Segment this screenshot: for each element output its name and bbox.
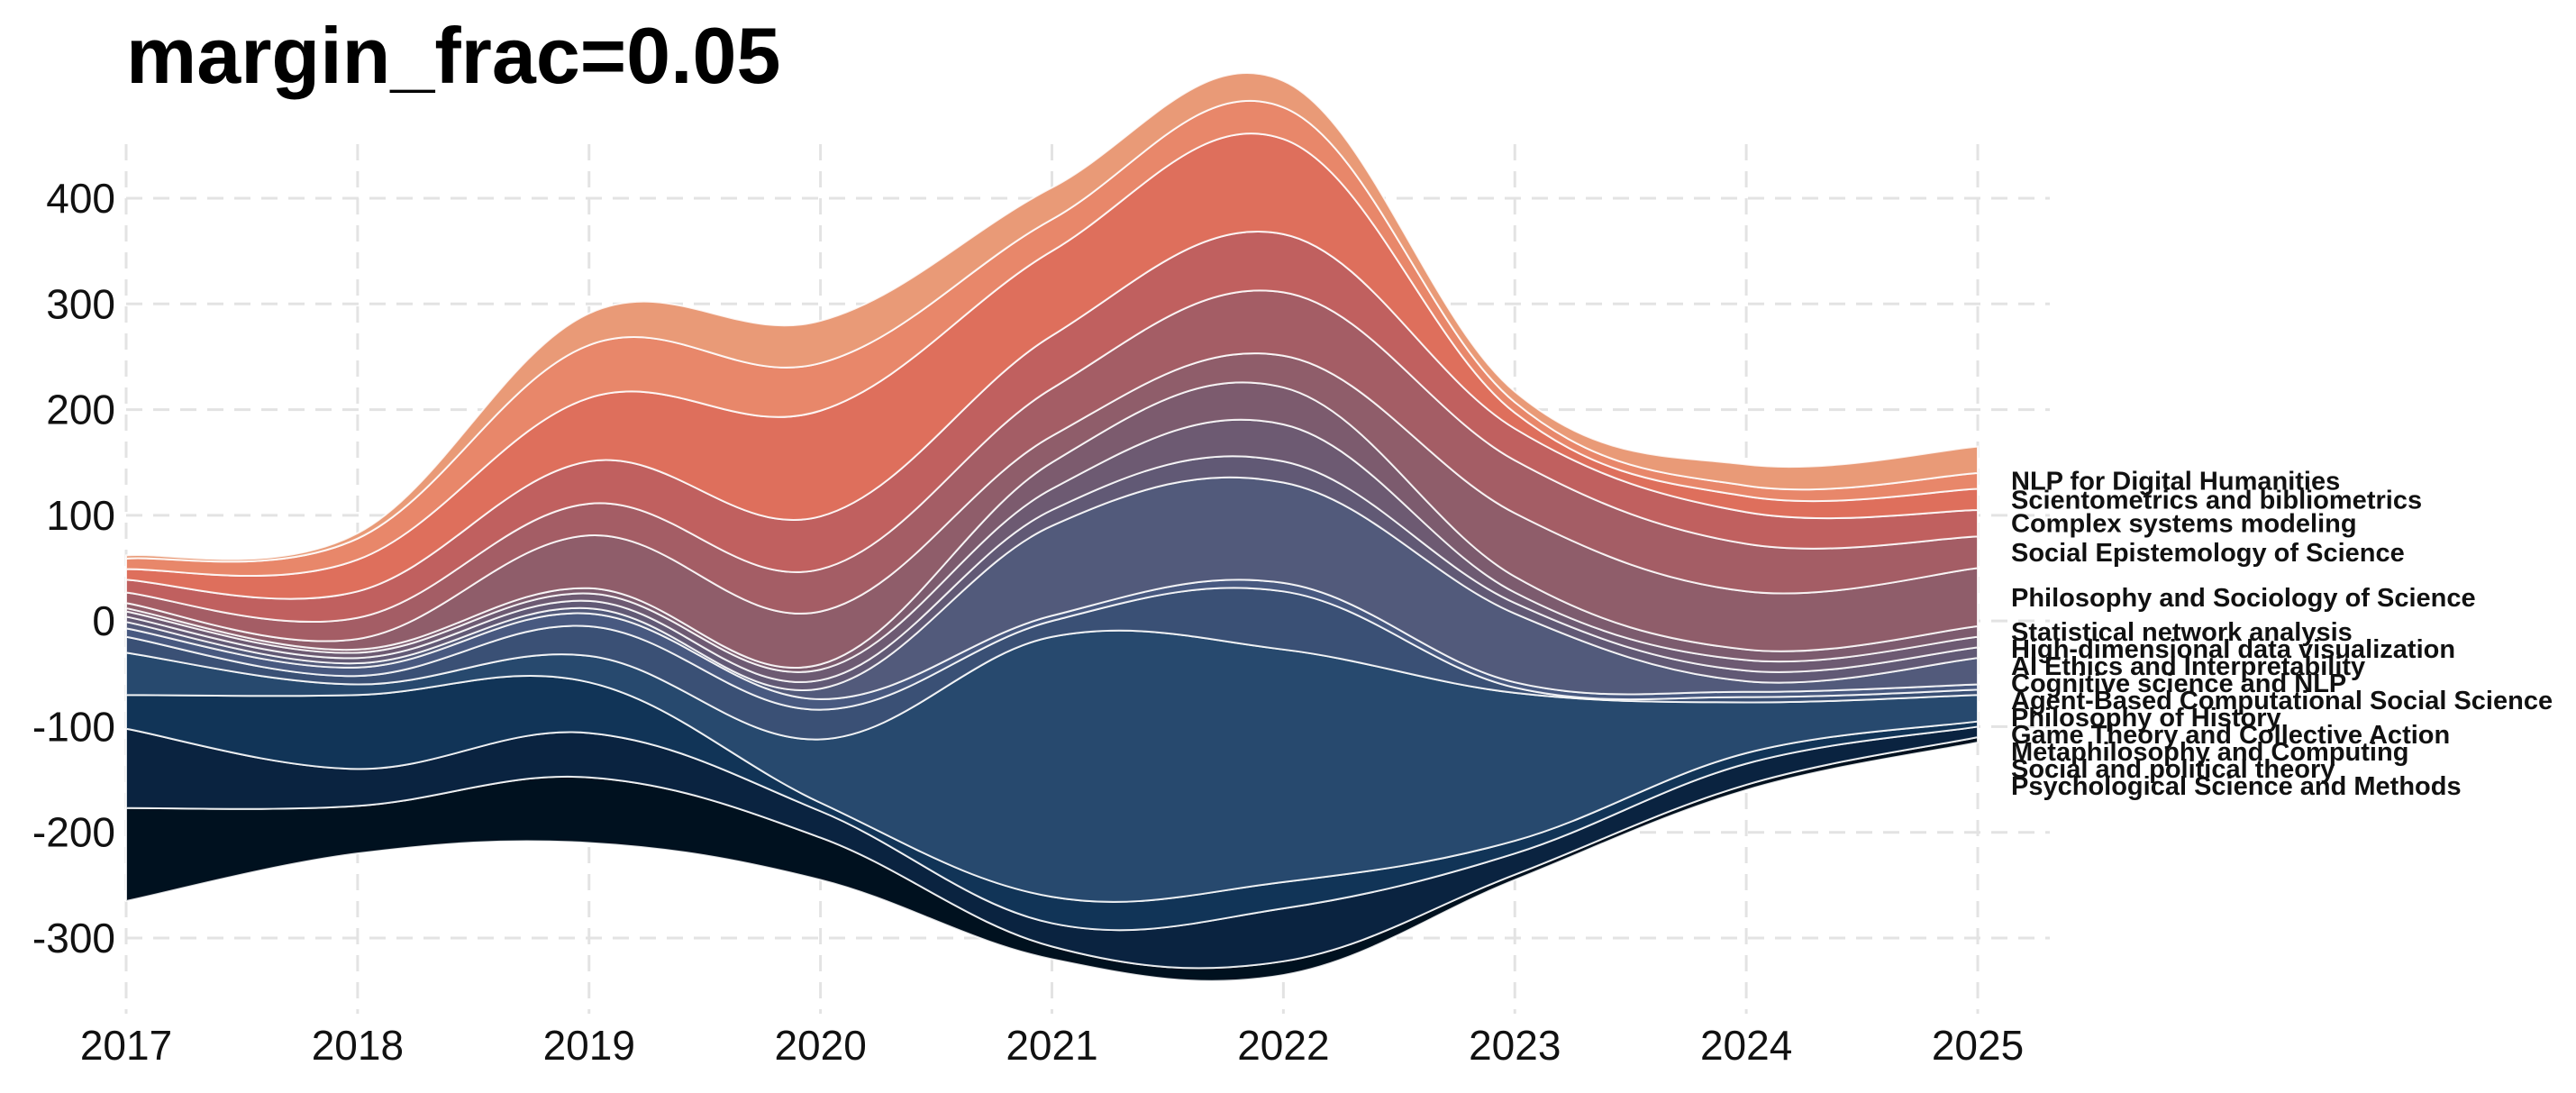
y-tick-label-5: -100: [32, 703, 115, 750]
series-label-4: Philosophy of History: [2011, 704, 2281, 733]
series-label-7: AI Ethics and Interpretability: [2011, 652, 2365, 681]
chart-title: margin_frac=0.05: [126, 11, 780, 100]
x-tick-label-3: 2020: [774, 1022, 866, 1069]
y-tick-label-7: -300: [32, 915, 115, 961]
series-label-3: Game Theory and Collective Action: [2011, 721, 2450, 750]
series-label-6: Cognitive science and NLP: [2011, 669, 2346, 698]
series-label-12: Complex systems modeling: [2011, 510, 2357, 539]
x-tick-label-6: 2023: [1469, 1022, 1561, 1069]
x-tick-label-1: 2018: [312, 1022, 404, 1069]
x-axis-ticks: 2017 2018 2019 2020 2021 2022 2023 2024 2025: [80, 1022, 2024, 1069]
series-label-9: Statistical network analysis: [2011, 618, 2353, 647]
y-tick-label-4: 0: [92, 597, 115, 644]
x-tick-label-8: 2025: [1932, 1022, 2024, 1069]
y-tick-label-1: 300: [46, 280, 115, 327]
stream-layers: [125, 72, 1979, 982]
stream-layer-15: [125, 72, 1979, 563]
y-axis-ticks: 400 300 200 100 0 -100 -200 -300: [32, 175, 115, 961]
series-label-8: High-dimensional data visualization: [2011, 635, 2455, 664]
x-tick-label-4: 2021: [1006, 1022, 1097, 1069]
series-label-2: Metaphilosophy and Computing: [2011, 738, 2408, 767]
series-labels: NLP for Digital HumanitiesScientometrics…: [2011, 468, 2553, 801]
x-tick-label-7: 2024: [1700, 1022, 1792, 1069]
series-label-11: Social Epistemology of Science: [2011, 539, 2405, 568]
series-label-1: Social and political theory: [2011, 755, 2335, 784]
x-tick-label-2: 2019: [543, 1022, 635, 1069]
series-label-13: Scientometrics and bibliometrics: [2011, 486, 2422, 515]
y-tick-label-2: 200: [46, 387, 115, 433]
y-tick-label-3: 100: [46, 492, 115, 539]
x-tick-label-5: 2022: [1237, 1022, 1329, 1069]
series-label-14: NLP for Digital Humanities: [2011, 468, 2340, 496]
y-tick-label-6: -200: [32, 809, 115, 856]
series-label-10: Philosophy and Sociology of Science: [2011, 584, 2476, 613]
x-tick-label-0: 2017: [80, 1022, 172, 1069]
series-label-5: Agent-Based Computational Social Science: [2011, 687, 2553, 715]
series-label-0: Psychological Science and Methods: [2011, 772, 2462, 801]
y-tick-label-0: 400: [46, 175, 115, 222]
